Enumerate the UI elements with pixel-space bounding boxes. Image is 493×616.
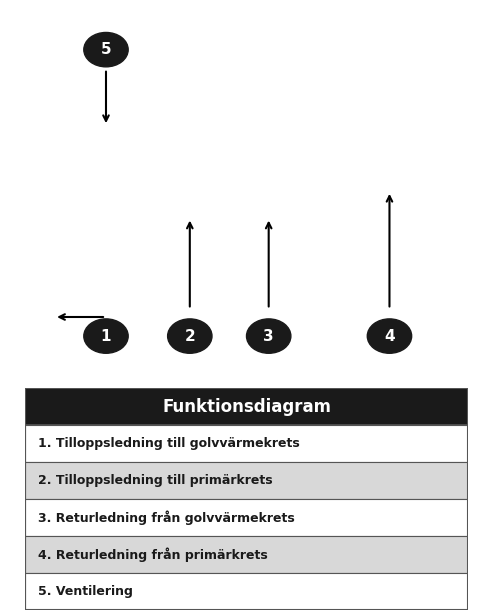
- Text: 1: 1: [101, 328, 111, 344]
- Circle shape: [367, 319, 412, 354]
- Bar: [25, 425, 468, 462]
- Text: Funktionsdiagram: Funktionsdiagram: [162, 397, 331, 416]
- Bar: [25, 499, 468, 536]
- Text: 2. Tilloppsledning till primärkrets: 2. Tilloppsledning till primärkrets: [38, 474, 273, 487]
- Circle shape: [84, 33, 128, 67]
- Circle shape: [246, 319, 291, 354]
- Text: 3. Returledning från golvvärmekrets: 3. Returledning från golvvärmekrets: [38, 510, 295, 525]
- Bar: [25, 462, 468, 499]
- Text: 2: 2: [184, 328, 195, 344]
- Bar: [25, 536, 468, 573]
- Text: 4: 4: [384, 328, 395, 344]
- Text: 3: 3: [263, 328, 274, 344]
- Bar: [25, 388, 468, 425]
- Text: 1. Tilloppsledning till golvvärmekrets: 1. Tilloppsledning till golvvärmekrets: [38, 437, 300, 450]
- Text: 5: 5: [101, 42, 111, 57]
- Text: 4. Returledning från primärkrets: 4. Returledning från primärkrets: [38, 547, 268, 562]
- Circle shape: [168, 319, 212, 354]
- Circle shape: [84, 319, 128, 354]
- Text: 5. Ventilering: 5. Ventilering: [38, 585, 133, 598]
- Bar: [25, 573, 468, 610]
